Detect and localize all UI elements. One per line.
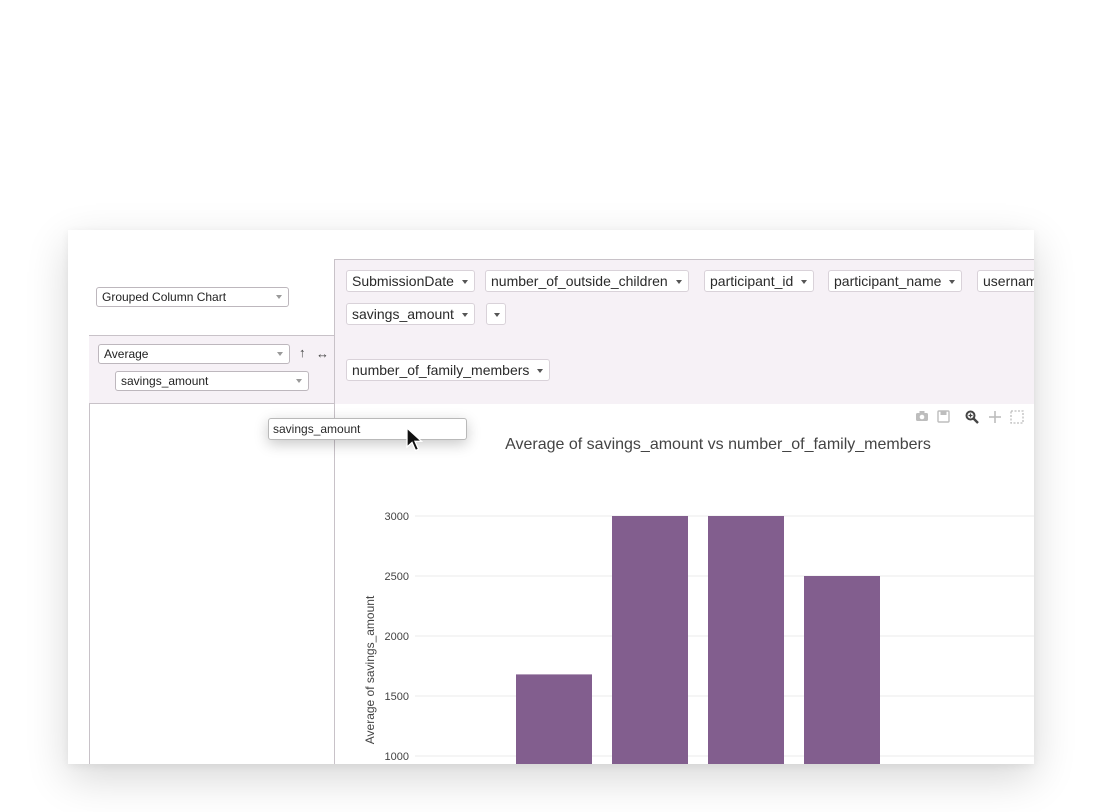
chevron-down-icon — [276, 295, 282, 299]
chevron-down-icon — [277, 352, 283, 356]
chevron-down-icon — [537, 369, 544, 373]
zoom-icon[interactable] — [965, 410, 979, 424]
attr-participant-id[interactable]: participant_id — [704, 270, 815, 292]
arrows-horizontal-icon[interactable]: ↔ — [316, 346, 329, 361]
aggregator-function-value: Average — [104, 347, 149, 361]
attr-number-of-family-members[interactable]: number_of_family_members — [346, 359, 551, 381]
attr-empty-dropdown[interactable] — [486, 303, 506, 325]
chart-type-select-value: Grouped Column Chart — [102, 290, 227, 304]
aggregator-field-select[interactable]: savings_amount — [115, 371, 309, 391]
box-select-icon[interactable] — [1010, 410, 1024, 424]
bar[interactable] — [804, 576, 880, 764]
chevron-down-icon — [461, 313, 468, 317]
y-tick-label: 3000 — [385, 511, 409, 523]
camera-icon[interactable] — [915, 410, 929, 422]
bar[interactable] — [516, 674, 592, 764]
y-tick-label: 2000 — [385, 631, 409, 643]
bar-chart: 1000 1500 2000 2500 3000 Average of savings_a… — [363, 511, 1034, 764]
attr-savings-amount[interactable]: savings_amount — [346, 303, 475, 325]
dragging-attribute-ghost[interactable]: savings_amount — [268, 418, 467, 440]
chevron-down-icon — [461, 280, 468, 284]
chevron-down-icon — [296, 379, 302, 383]
attr-username[interactable]: usernam — [977, 270, 1034, 292]
aggregator-field-value: savings_amount — [121, 374, 209, 388]
arrow-up-icon[interactable]: ↑ — [299, 345, 306, 360]
attr-submissiondate[interactable]: SubmissionDate — [346, 270, 475, 292]
chevron-down-icon — [494, 313, 500, 317]
pan-icon[interactable] — [988, 410, 1002, 424]
drag-ghost-label: savings_amount — [273, 422, 361, 436]
bar[interactable] — [612, 516, 688, 764]
chevron-down-icon — [675, 280, 682, 284]
y-tick-label: 2500 — [385, 571, 409, 583]
attr-participant-name[interactable]: participant_name — [828, 270, 963, 292]
mouse-cursor-icon — [406, 427, 424, 452]
pivot-table-frame: Grouped Column Chart Average ↑ ↔ savings… — [68, 230, 1034, 764]
chart-type-select[interactable]: Grouped Column Chart — [96, 287, 289, 307]
bar[interactable] — [708, 516, 784, 764]
attr-number-of-outside-children[interactable]: number_of_outside_children — [485, 270, 689, 292]
chevron-down-icon — [949, 280, 956, 284]
y-tick-label: 1500 — [385, 691, 409, 703]
chart-title: Average of savings_amount vs number_of_f… — [505, 436, 931, 453]
y-axis-label: Average of savings_amount — [363, 595, 377, 744]
chevron-down-icon — [801, 280, 808, 284]
aggregator-function-select[interactable]: Average — [98, 344, 290, 364]
save-icon[interactable] — [937, 410, 950, 423]
y-tick-label: 1000 — [385, 751, 409, 763]
